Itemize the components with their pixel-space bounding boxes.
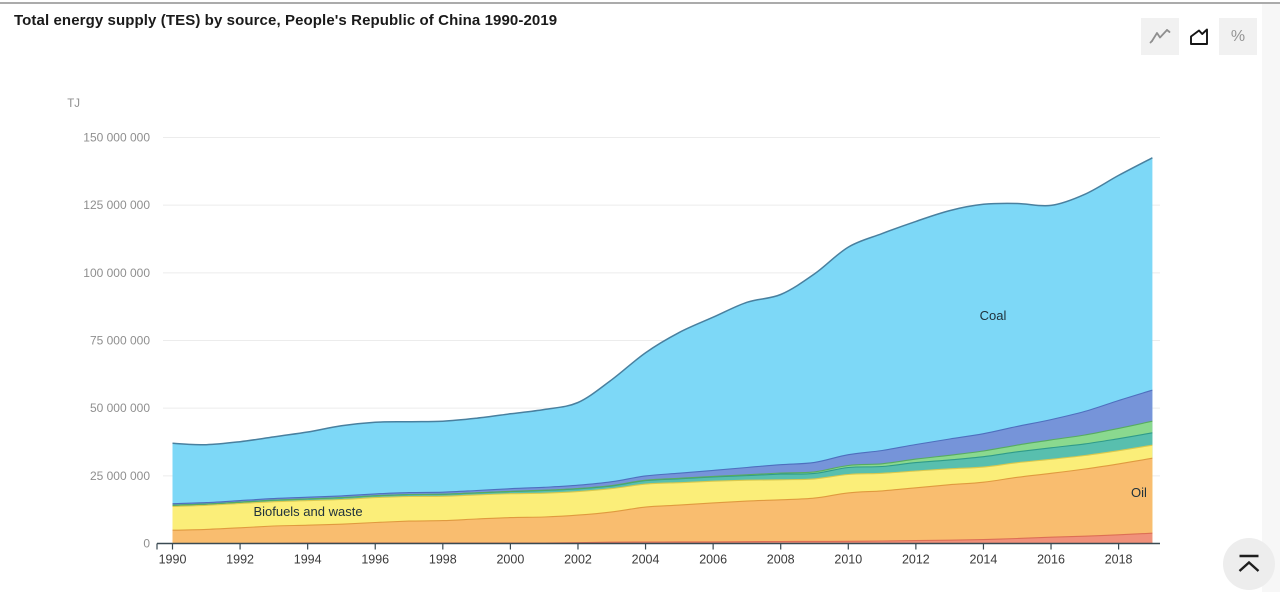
- percent-icon: %: [1230, 27, 1246, 45]
- x-axis-tick-label: 2010: [834, 553, 862, 567]
- y-axis-tick-label: 25 000 000: [90, 469, 150, 483]
- x-axis-tick-label: 1992: [226, 553, 254, 567]
- x-axis-tick-label: 2014: [970, 553, 998, 567]
- y-axis-tick-label: 50 000 000: [90, 401, 150, 415]
- area-outline-oil: [172, 457, 1153, 531]
- y-axis-unit-label: TJ: [67, 98, 80, 110]
- x-axis-tick-label: 1998: [429, 553, 457, 567]
- collapse-up-icon: [1236, 553, 1262, 575]
- area-series-oil: [172, 458, 1153, 544]
- y-axis-tick-label: 0: [143, 537, 150, 551]
- x-axis-tick-label: 1996: [361, 553, 389, 567]
- page-right-gutter: [1262, 4, 1280, 592]
- area-outline-biofuels-and-waste: [172, 444, 1153, 507]
- area-outline-natural-gas: [172, 389, 1153, 505]
- chart-title: Total energy supply (TES) by source, Peo…: [14, 12, 558, 29]
- area-chart-view-button[interactable]: [1180, 18, 1218, 55]
- x-axis-tick-label: 2002: [564, 553, 592, 567]
- series-label: Oil: [1131, 485, 1147, 500]
- x-axis-tick-label: 2004: [632, 553, 660, 567]
- x-axis-tick-label: 2008: [767, 553, 795, 567]
- line-chart-icon: [1146, 23, 1174, 51]
- x-axis-tick-label: 2016: [1037, 553, 1065, 567]
- chart-view-toggles: %: [1141, 18, 1257, 55]
- x-axis-tick-label: 1994: [294, 553, 322, 567]
- y-axis-tick-label: 75 000 000: [90, 333, 150, 347]
- x-axis-tick-label: 2000: [496, 553, 524, 567]
- series-label: Coal: [980, 308, 1007, 323]
- area-outline-coal: [172, 157, 1153, 446]
- percent-view-button[interactable]: %: [1219, 18, 1257, 55]
- area-chart-icon: [1185, 23, 1213, 51]
- series-label: Biofuels and waste: [253, 504, 362, 519]
- page-top-rule: [0, 2, 1280, 4]
- area-outline-wind-solar-etc: [172, 420, 1153, 506]
- x-axis-tick-label: 1990: [159, 553, 187, 567]
- y-axis-tick-label: 125 000 000: [83, 198, 150, 212]
- x-axis-tick-label: 2012: [902, 553, 930, 567]
- x-axis-tick-label: 2006: [699, 553, 727, 567]
- y-axis-tick-label: 150 000 000: [83, 130, 150, 144]
- scroll-to-top-button[interactable]: [1223, 538, 1275, 590]
- line-chart-view-button[interactable]: [1141, 18, 1179, 55]
- x-axis-tick-label: 2018: [1105, 553, 1133, 567]
- y-axis-tick-label: 100 000 000: [83, 266, 150, 280]
